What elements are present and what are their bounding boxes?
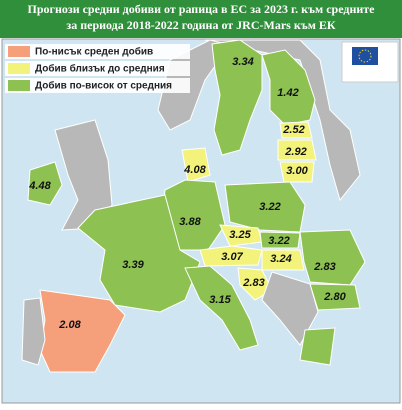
legend-row xyxy=(5,61,190,76)
lithuania xyxy=(279,161,315,183)
greece xyxy=(299,327,336,366)
value-label: 4.08 xyxy=(183,164,206,176)
value-label: 3.24 xyxy=(270,253,291,265)
france xyxy=(77,194,201,313)
value-label: 2.52 xyxy=(282,124,304,136)
value-label: 2.08 xyxy=(58,319,81,331)
italy xyxy=(184,265,259,351)
countries xyxy=(21,39,366,373)
legend-swatch xyxy=(8,46,30,57)
value-label: 2.92 xyxy=(284,146,306,158)
value-label: 3.07 xyxy=(221,251,243,263)
value-label: 3.22 xyxy=(259,201,280,213)
value-label: 3.25 xyxy=(229,229,251,241)
value-label: 3.15 xyxy=(209,294,231,306)
legend-swatch xyxy=(8,80,30,91)
eu-flag xyxy=(352,47,378,65)
legend-label: Добив близък до средния xyxy=(35,63,165,75)
legend-swatch xyxy=(8,63,30,74)
balkans xyxy=(261,271,319,346)
title-line: за периода 2018-2022 година от JRC-Mars … xyxy=(66,18,336,32)
value-label: 3.39 xyxy=(122,259,144,271)
value-label: 2.83 xyxy=(313,261,335,273)
value-label: 2.80 xyxy=(323,291,346,303)
value-labels: 3.34 1.42 2.52 2.92 3.00 4.48 4.08 3.88 … xyxy=(28,56,346,331)
slovakia xyxy=(259,231,301,249)
estonia xyxy=(279,121,313,139)
legend-label: Добив по-висок от средния xyxy=(35,80,172,92)
sweden xyxy=(211,39,263,156)
finland xyxy=(261,49,316,126)
value-label: 3.00 xyxy=(286,165,308,177)
flag xyxy=(341,41,399,83)
value-label: 4.48 xyxy=(28,180,51,192)
legend: По-нисък среден добив Добив близък до сре… xyxy=(5,44,190,93)
denmark xyxy=(181,147,211,183)
legend-row xyxy=(5,44,190,59)
legend-row xyxy=(5,78,190,93)
title-bar xyxy=(0,0,402,38)
value-label: 3.88 xyxy=(179,216,201,228)
legend-label: По-нисък среден добив xyxy=(35,46,153,58)
value-label: 3.22 xyxy=(268,235,289,247)
austria xyxy=(199,245,263,267)
value-label: 3.34 xyxy=(232,56,253,68)
value-label: 2.83 xyxy=(242,277,264,289)
hungary xyxy=(261,249,305,271)
latvia xyxy=(277,139,317,161)
title-line: Прогнози средни добиви от рапица в ЕС за… xyxy=(28,2,376,16)
ireland xyxy=(27,161,63,206)
value-label: 1.42 xyxy=(277,87,298,99)
eu-stars xyxy=(358,49,372,63)
portugal xyxy=(21,297,46,366)
